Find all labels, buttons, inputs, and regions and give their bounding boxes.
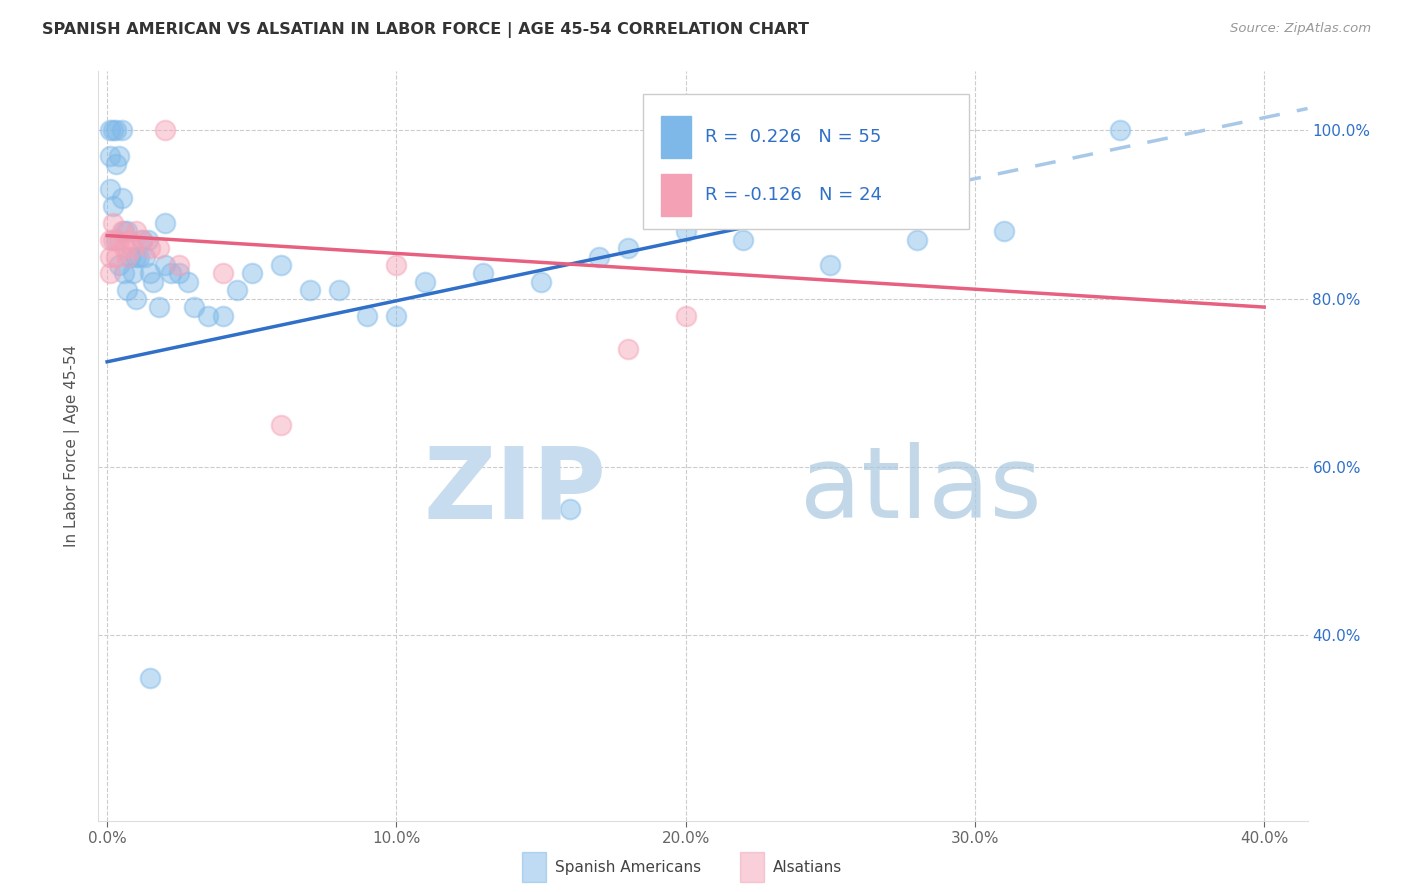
Point <box>558 502 581 516</box>
Point <box>790 123 813 137</box>
Point <box>104 250 127 264</box>
Point <box>104 233 127 247</box>
Point <box>136 233 159 247</box>
Point <box>385 309 408 323</box>
Point <box>110 123 132 137</box>
Point <box>148 241 170 255</box>
Point <box>120 233 142 247</box>
Point <box>125 250 148 264</box>
Point <box>356 309 378 323</box>
Point <box>114 241 136 255</box>
Point <box>153 123 176 137</box>
Point <box>153 258 176 272</box>
Point <box>104 123 127 137</box>
Point <box>733 233 755 247</box>
Point <box>114 267 136 281</box>
Point <box>183 300 205 314</box>
Point <box>159 267 181 281</box>
Point <box>1108 123 1130 137</box>
Text: R = -0.126   N = 24: R = -0.126 N = 24 <box>706 186 883 204</box>
Point <box>993 224 1015 238</box>
Text: Source: ZipAtlas.com: Source: ZipAtlas.com <box>1230 22 1371 36</box>
Point <box>328 283 350 297</box>
Point <box>177 275 200 289</box>
Point <box>104 157 127 171</box>
Point <box>142 275 165 289</box>
Point <box>139 267 162 281</box>
Point <box>270 258 292 272</box>
Point <box>131 233 153 247</box>
Point <box>110 224 132 238</box>
Point <box>270 417 292 432</box>
Point <box>298 283 321 297</box>
Point <box>120 250 142 264</box>
FancyBboxPatch shape <box>661 116 690 158</box>
Point <box>413 275 436 289</box>
Point <box>472 267 495 281</box>
Point <box>169 258 191 272</box>
Point <box>226 283 249 297</box>
Point <box>617 342 640 356</box>
Point <box>125 224 148 238</box>
Point <box>169 267 191 281</box>
Text: atlas: atlas <box>800 442 1042 540</box>
Point <box>101 199 124 213</box>
Point <box>240 267 263 281</box>
Point <box>101 123 124 137</box>
Point <box>107 258 129 272</box>
Point <box>98 267 121 281</box>
Point <box>98 250 121 264</box>
Point <box>148 300 170 314</box>
Point <box>98 123 121 137</box>
FancyBboxPatch shape <box>661 175 690 216</box>
Point <box>139 241 162 255</box>
Point <box>675 224 697 238</box>
Text: Spanish Americans: Spanish Americans <box>555 860 702 874</box>
Point <box>101 216 124 230</box>
Point <box>617 241 640 255</box>
Point <box>117 283 139 297</box>
Point <box>588 250 610 264</box>
Point <box>139 671 162 685</box>
Point <box>122 241 145 255</box>
Point <box>530 275 553 289</box>
Point <box>134 250 156 264</box>
Point <box>675 309 697 323</box>
Point <box>385 258 408 272</box>
Point <box>101 233 124 247</box>
Text: ZIP: ZIP <box>423 442 606 540</box>
Text: SPANISH AMERICAN VS ALSATIAN IN LABOR FORCE | AGE 45-54 CORRELATION CHART: SPANISH AMERICAN VS ALSATIAN IN LABOR FO… <box>42 22 810 38</box>
Text: R =  0.226   N = 55: R = 0.226 N = 55 <box>706 128 882 146</box>
Point <box>820 258 842 272</box>
Point <box>98 182 121 196</box>
Point <box>197 309 219 323</box>
Point <box>122 267 145 281</box>
Point <box>153 216 176 230</box>
Point <box>107 148 129 162</box>
Point <box>98 148 121 162</box>
Text: Alsatians: Alsatians <box>773 860 842 874</box>
Point <box>114 224 136 238</box>
Point <box>905 233 928 247</box>
Point <box>107 233 129 247</box>
Point <box>128 250 150 264</box>
Point <box>98 233 121 247</box>
Point <box>125 292 148 306</box>
Point <box>110 191 132 205</box>
Point <box>211 309 233 323</box>
FancyBboxPatch shape <box>643 94 969 228</box>
Point <box>117 224 139 238</box>
Y-axis label: In Labor Force | Age 45-54: In Labor Force | Age 45-54 <box>63 345 80 547</box>
Point <box>117 250 139 264</box>
Point <box>211 267 233 281</box>
Point <box>131 233 153 247</box>
